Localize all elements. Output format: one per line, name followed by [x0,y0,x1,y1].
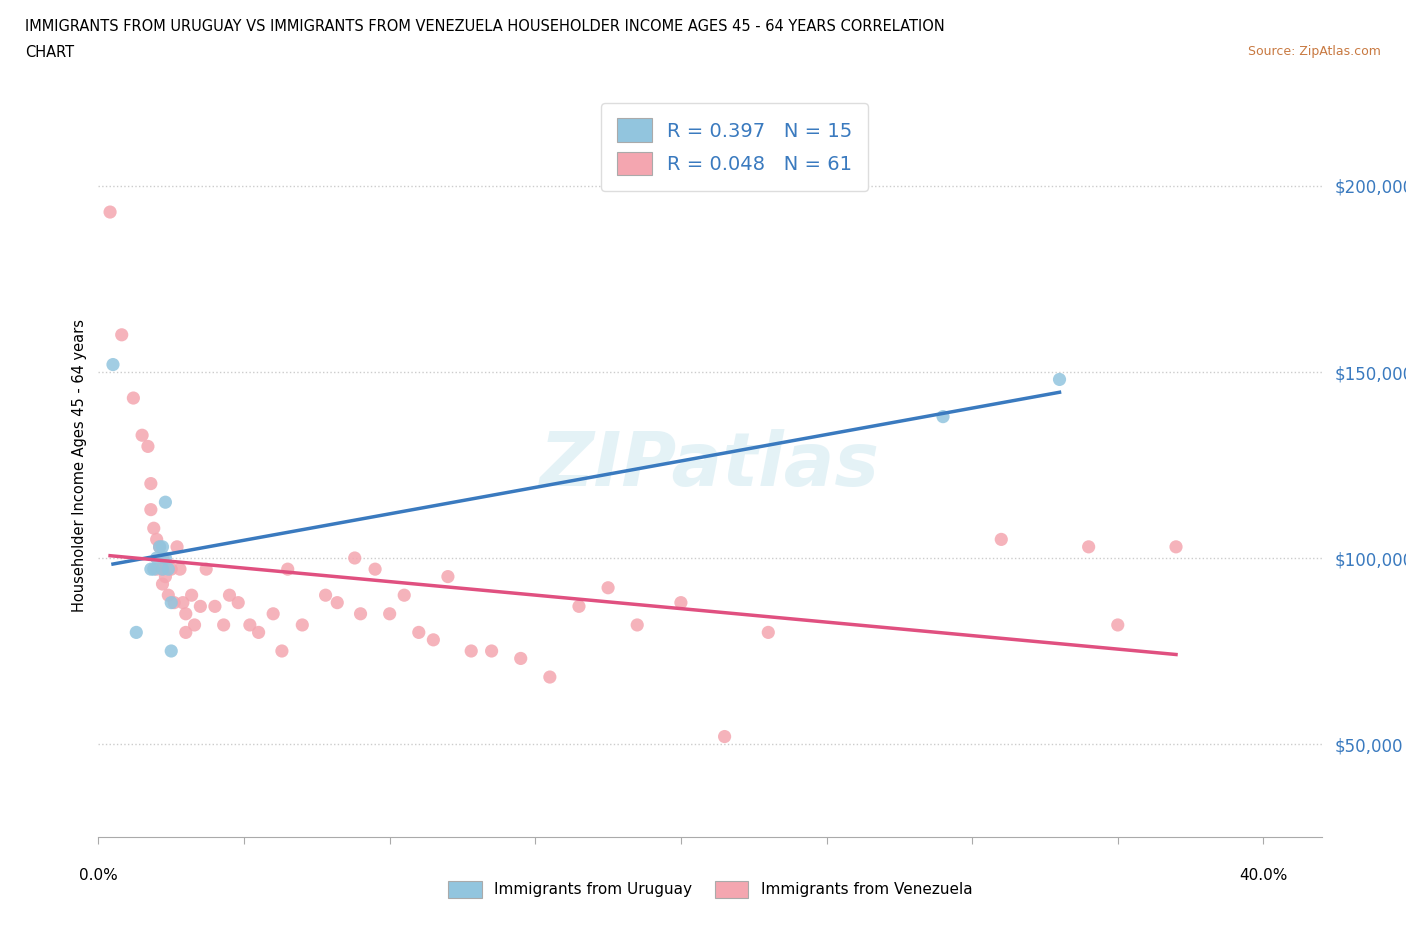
Point [343,551,366,565]
Point [932,409,955,424]
Point [247,625,270,640]
Point [990,532,1012,547]
Point [149,539,172,554]
Point [131,428,153,443]
Point [669,595,692,610]
Point [212,618,235,632]
Point [1077,539,1099,554]
Point [152,562,174,577]
Point [1049,372,1071,387]
Point [152,551,174,565]
Point [122,391,145,405]
Text: 40.0%: 40.0% [1239,868,1288,883]
Point [139,562,162,577]
Point [326,595,349,610]
Point [291,618,314,632]
Point [437,569,460,584]
Point [160,562,183,577]
Point [142,521,165,536]
Point [98,205,121,219]
Point [626,618,648,632]
Point [568,599,591,614]
Point [262,606,284,621]
Point [713,729,735,744]
Text: Source: ZipAtlas.com: Source: ZipAtlas.com [1247,45,1381,58]
Legend: Immigrants from Uruguay, Immigrants from Venezuela: Immigrants from Uruguay, Immigrants from… [441,875,979,904]
Point [538,670,561,684]
Point [315,588,337,603]
Point [460,644,482,658]
Point [174,625,197,640]
Point [378,606,401,621]
Point [596,580,619,595]
Point [145,562,167,577]
Point [152,577,174,591]
Point [111,327,134,342]
Point [160,644,183,658]
Point [188,599,212,614]
Text: 0.0%: 0.0% [79,868,118,883]
Point [139,476,162,491]
Text: IMMIGRANTS FROM URUGUAY VS IMMIGRANTS FROM VENEZUELA HOUSEHOLDER INCOME AGES 45 : IMMIGRANTS FROM URUGUAY VS IMMIGRANTS FR… [25,19,945,33]
Text: CHART: CHART [25,45,75,60]
Point [226,595,249,610]
Point [136,439,159,454]
Point [149,539,172,554]
Point [481,644,503,658]
Point [509,651,531,666]
Point [160,595,183,610]
Point [195,562,218,577]
Point [1107,618,1129,632]
Point [408,625,430,640]
Point [364,562,387,577]
Point [204,599,226,614]
Point [157,588,180,603]
Point [174,606,197,621]
Point [152,539,174,554]
Point [180,588,202,603]
Text: ZIPatlas: ZIPatlas [540,429,880,501]
Point [218,588,240,603]
Point [166,539,188,554]
Point [277,562,299,577]
Point [183,618,205,632]
Point [169,562,191,577]
Point [157,562,180,577]
Point [139,502,162,517]
Point [172,595,194,610]
Point [270,644,294,658]
Point [125,625,148,640]
Point [155,495,177,510]
Point [239,618,262,632]
Point [152,562,174,577]
Y-axis label: Householder Income Ages 45 - 64 years: Householder Income Ages 45 - 64 years [72,318,87,612]
Point [349,606,371,621]
Point [392,588,416,603]
Point [422,632,444,647]
Point [756,625,779,640]
Point [145,532,167,547]
Point [145,551,167,565]
Point [155,551,177,565]
Point [155,569,177,584]
Point [101,357,124,372]
Point [142,562,165,577]
Point [163,595,186,610]
Point [1164,539,1187,554]
